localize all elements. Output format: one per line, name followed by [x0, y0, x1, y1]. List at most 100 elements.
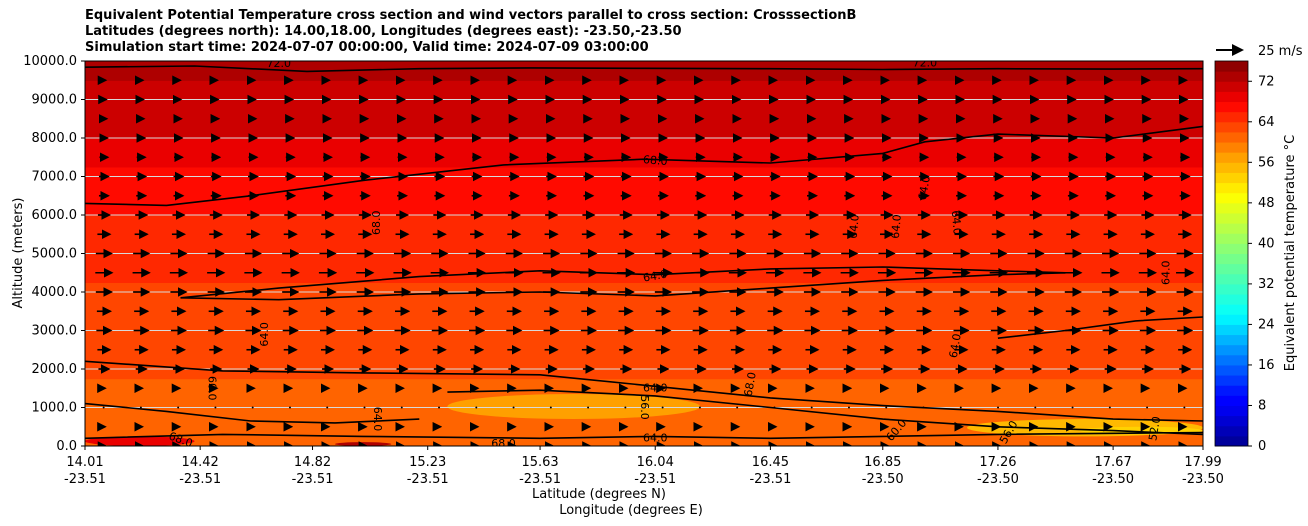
wind-vector — [288, 406, 291, 409]
quiver-key: 25 m/s — [1216, 44, 1303, 59]
wind-vector — [251, 406, 254, 409]
x-tick-label-lat: 16.04 — [637, 455, 674, 470]
field-band — [85, 330, 1203, 335]
wind-vector — [997, 406, 1000, 409]
x-tick-label-lon: -23.50 — [862, 472, 904, 487]
field-band — [85, 385, 1203, 389]
wind-vector — [512, 406, 515, 409]
wind-vector — [438, 406, 441, 409]
x-tick-label-lon: -23.51 — [179, 472, 221, 487]
x-tick-label-lon: -23.51 — [749, 472, 791, 487]
field-band — [85, 362, 1203, 367]
colorbar: 0 8 16 24 32 40 48 56 64 72 — [1214, 60, 1275, 454]
field-band — [85, 375, 1203, 380]
field-band — [85, 141, 1203, 146]
contour-label: 64.0 — [371, 407, 384, 432]
x-tick-label-lon: -23.50 — [977, 472, 1019, 487]
wind-vectors — [95, 75, 1195, 446]
field-band — [85, 256, 1203, 261]
field-band — [85, 304, 1203, 312]
field-band — [85, 61, 1203, 69]
colorbar-segment — [1215, 223, 1248, 234]
colorbar-segment — [1215, 314, 1248, 325]
field-band — [85, 147, 1203, 152]
field-band — [85, 317, 1203, 325]
contour-label: 64.0 — [949, 210, 964, 236]
field-band — [85, 275, 1203, 280]
y-tick-label: 10000.0 — [23, 54, 77, 69]
x-tick-label-lon: -23.51 — [64, 472, 106, 487]
field-band — [85, 352, 1203, 357]
colorbar-tick-label: 64 — [1258, 115, 1275, 130]
field-band — [85, 253, 1203, 258]
colorbar-segment — [1215, 162, 1248, 173]
x-tick-label-lat: 15.63 — [521, 455, 558, 470]
field-band — [85, 369, 1203, 373]
quiver-key-label: 25 m/s — [1258, 44, 1303, 59]
field-band — [85, 372, 1203, 377]
wind-vector — [698, 406, 701, 409]
colorbar-segment — [1215, 243, 1248, 254]
y-axis-label: Altitude (meters) — [11, 198, 26, 309]
field-band — [85, 388, 1203, 393]
wind-vector — [847, 406, 850, 409]
x-tick-label-lat: 17.67 — [1095, 455, 1132, 470]
colorbar-segment — [1215, 81, 1248, 92]
field-band — [85, 378, 1203, 383]
colorbar-segment — [1215, 182, 1248, 194]
wind-vector — [736, 406, 739, 409]
field-band — [85, 99, 1203, 107]
field-band — [85, 288, 1203, 293]
contour-label: 68.0 — [742, 371, 759, 397]
colorbar-tick-label: 16 — [1258, 358, 1275, 373]
wind-vector — [177, 406, 180, 409]
y-tick-label: 0.0 — [56, 439, 77, 454]
wind-vector — [549, 406, 552, 409]
field-band — [85, 340, 1203, 344]
colorbar-segment — [1215, 435, 1248, 447]
field-band — [85, 144, 1203, 149]
field-band — [85, 105, 1203, 113]
contour-label: 64.0 — [916, 175, 933, 201]
field-band — [85, 125, 1203, 133]
y-tick-label: 7000.0 — [32, 170, 78, 185]
colorbar-segment — [1215, 273, 1248, 285]
wind-vector — [587, 406, 590, 409]
y-tick-label: 5000.0 — [32, 247, 78, 262]
field-band — [85, 381, 1203, 386]
field-band — [85, 118, 1203, 126]
x-tick-label-lon: -23.51 — [519, 472, 561, 487]
y-tick-label: 8000.0 — [32, 131, 78, 146]
colorbar-segment — [1215, 212, 1248, 224]
contour-line-60.0 — [85, 402, 420, 424]
field-band — [85, 86, 1203, 94]
field-band — [85, 182, 1203, 190]
wind-vector — [475, 406, 478, 409]
colorbar-segment — [1215, 61, 1248, 72]
colorbar-segment — [1215, 91, 1248, 103]
field-band — [85, 189, 1203, 197]
colorbar-segment — [1215, 202, 1248, 214]
field-band — [85, 311, 1203, 319]
field-band — [85, 433, 1203, 437]
contour-label: 64.0 — [889, 214, 904, 240]
colorbar-segment — [1215, 233, 1248, 244]
colorbar-segment — [1215, 101, 1248, 113]
field-band — [85, 298, 1203, 306]
field-band — [85, 426, 1203, 431]
colorbar-segment — [1215, 263, 1248, 275]
colorbar-segment — [1215, 415, 1248, 427]
colorbar-segment — [1215, 111, 1248, 123]
colorbar-label: Equivalent potential temperature °C — [1283, 135, 1298, 371]
field-band — [85, 266, 1203, 271]
colorbar-segment — [1215, 395, 1248, 406]
field-band — [85, 73, 1203, 81]
field-band — [85, 138, 1203, 142]
x-tick-label-lat: 14.82 — [294, 455, 331, 470]
contour-label: 72.0 — [267, 57, 292, 70]
contour-label: 68.0 — [491, 437, 516, 450]
field-band — [85, 359, 1203, 364]
wind-vector — [1146, 406, 1149, 409]
contour-label: 64.0 — [642, 268, 668, 285]
